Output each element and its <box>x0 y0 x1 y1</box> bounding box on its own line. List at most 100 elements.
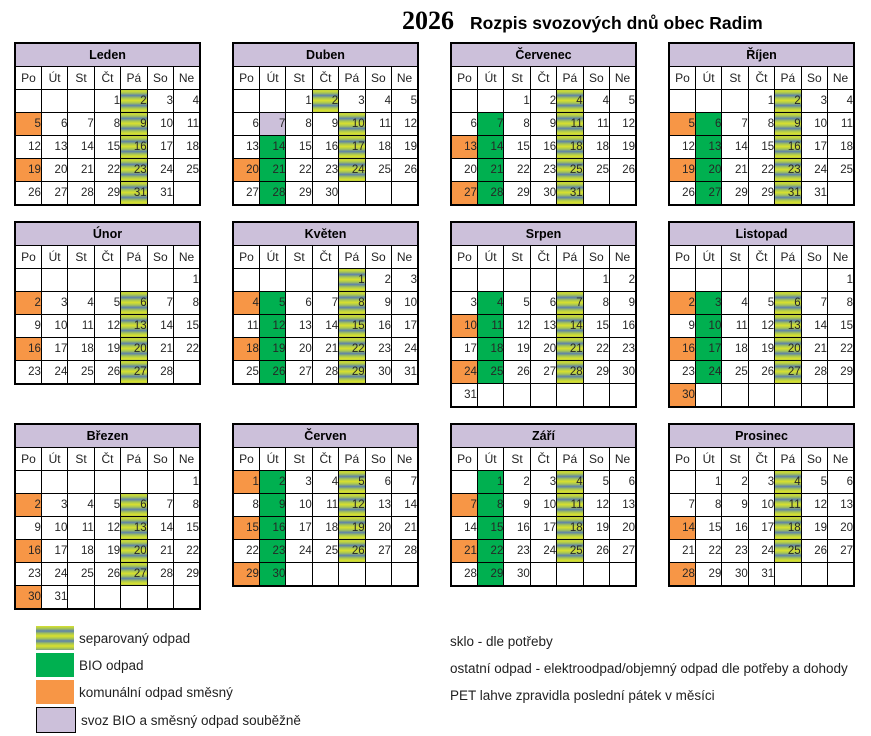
day-cell: 26 <box>258 360 287 385</box>
day-cell <box>258 89 287 113</box>
day-cell: 15 <box>173 516 201 540</box>
day-cell: 24 <box>40 360 69 385</box>
weekday-header: St <box>503 66 531 90</box>
weekday-header: Ne <box>173 66 201 90</box>
day-cell: 16 <box>14 539 42 563</box>
day-cell: 18 <box>67 539 95 563</box>
day-cell: 11 <box>67 516 95 540</box>
month-calendar: Květen Po Út St Čt Pá So Ne 1 2 3 4 5 6 7 8 9 10 11 12 13 14 1… <box>232 221 419 385</box>
day-cell: 11 <box>311 493 340 517</box>
day-cell <box>529 562 558 587</box>
day-cell: 2 <box>721 470 749 494</box>
day-cell: 12 <box>93 314 122 338</box>
weekday-header: Pá <box>338 447 366 471</box>
weekday-header: Út <box>476 447 505 471</box>
day-cell <box>609 181 637 206</box>
day-cell: 7 <box>450 493 478 517</box>
day-cell: 21 <box>800 337 829 361</box>
day-cell: 18 <box>173 135 201 159</box>
day-cell: 24 <box>800 158 829 182</box>
weekday-header: Čt <box>747 66 776 90</box>
day-cell: 22 <box>173 337 201 361</box>
day-cell <box>93 585 122 610</box>
weekday-header: So <box>582 447 611 471</box>
day-cell: 24 <box>529 539 558 563</box>
day-cell: 8 <box>694 493 723 517</box>
day-cell: 22 <box>747 158 776 182</box>
day-cell <box>232 89 260 113</box>
day-cell: 1 <box>173 268 201 292</box>
day-cell: 26 <box>93 360 122 385</box>
day-cell: 4 <box>827 89 855 113</box>
day-cell: 29 <box>173 562 201 586</box>
day-cell <box>774 268 802 292</box>
day-cell: 18 <box>827 135 855 159</box>
month-title: Říjen <box>668 42 855 67</box>
day-cell <box>67 585 95 610</box>
day-cell: 20 <box>40 158 69 182</box>
day-cell <box>774 383 802 408</box>
weekday-header: So <box>582 66 611 90</box>
day-cell <box>232 268 260 292</box>
day-cell: 21 <box>146 539 175 563</box>
weekday-header: Pá <box>774 447 802 471</box>
day-cell: 30 <box>668 383 696 408</box>
weekday-header: Ne <box>827 245 855 269</box>
weekday-header: Út <box>258 447 287 471</box>
day-cell: 22 <box>582 337 611 361</box>
day-cell: 20 <box>120 337 148 361</box>
day-cell: 26 <box>338 539 366 563</box>
day-cell: 15 <box>173 314 201 338</box>
day-cell: 27 <box>120 360 148 385</box>
day-cell: 5 <box>582 470 611 494</box>
weekday-header: Po <box>668 245 696 269</box>
weekday-header: So <box>800 66 829 90</box>
day-cell: 27 <box>120 562 148 586</box>
weekday-header: Út <box>40 245 69 269</box>
day-cell: 18 <box>582 135 611 159</box>
weekday-header: Po <box>232 245 260 269</box>
legend-swatch-sep <box>36 626 74 650</box>
day-cell: 22 <box>694 539 723 563</box>
day-cell: 6 <box>827 470 855 494</box>
day-cell: 21 <box>556 337 584 361</box>
day-cell: 9 <box>529 112 558 136</box>
weekday-header: So <box>146 66 175 90</box>
day-cell <box>800 268 829 292</box>
day-cell <box>800 562 829 587</box>
weekday-header: Čt <box>529 447 558 471</box>
day-cell: 14 <box>450 516 478 540</box>
weekday-header: Út <box>694 245 723 269</box>
weekday-header: St <box>67 245 95 269</box>
day-cell: 13 <box>827 493 855 517</box>
weekday-header: Čt <box>529 245 558 269</box>
day-cell: 16 <box>14 337 42 361</box>
day-cell: 13 <box>609 493 637 517</box>
weekday-header: Po <box>14 245 42 269</box>
day-cell <box>800 383 829 408</box>
day-cell: 7 <box>258 112 287 136</box>
day-cell: 30 <box>529 181 558 206</box>
month-calendar: Červen Po Út St Čt Pá So Ne 1 2 3 4 5 6 7 8 9 10 11 12 13 14 1… <box>232 423 419 587</box>
day-cell: 3 <box>338 89 366 113</box>
day-cell: 26 <box>503 360 531 384</box>
weekday-header: Út <box>258 245 287 269</box>
day-cell: 17 <box>40 539 69 563</box>
day-cell <box>14 268 42 292</box>
day-cell: 4 <box>364 89 393 113</box>
day-cell: 26 <box>93 562 122 586</box>
day-cell: 16 <box>311 135 340 159</box>
day-cell: 28 <box>391 539 419 563</box>
day-cell: 26 <box>800 539 829 563</box>
day-cell: 10 <box>391 291 419 315</box>
day-cell: 13 <box>40 135 69 159</box>
day-cell: 14 <box>67 135 95 159</box>
weekday-header: Po <box>450 66 478 90</box>
day-cell: 5 <box>668 112 696 136</box>
month-calendar: Říjen Po Út St Čt Pá So Ne 1 2 3 4 5 6 7 8 9 10 11 12 13 14 15… <box>668 42 855 206</box>
day-cell: 17 <box>146 135 175 159</box>
day-cell: 1 <box>827 268 855 292</box>
day-cell: 18 <box>476 337 505 361</box>
day-cell <box>120 585 148 610</box>
day-cell <box>827 383 855 408</box>
